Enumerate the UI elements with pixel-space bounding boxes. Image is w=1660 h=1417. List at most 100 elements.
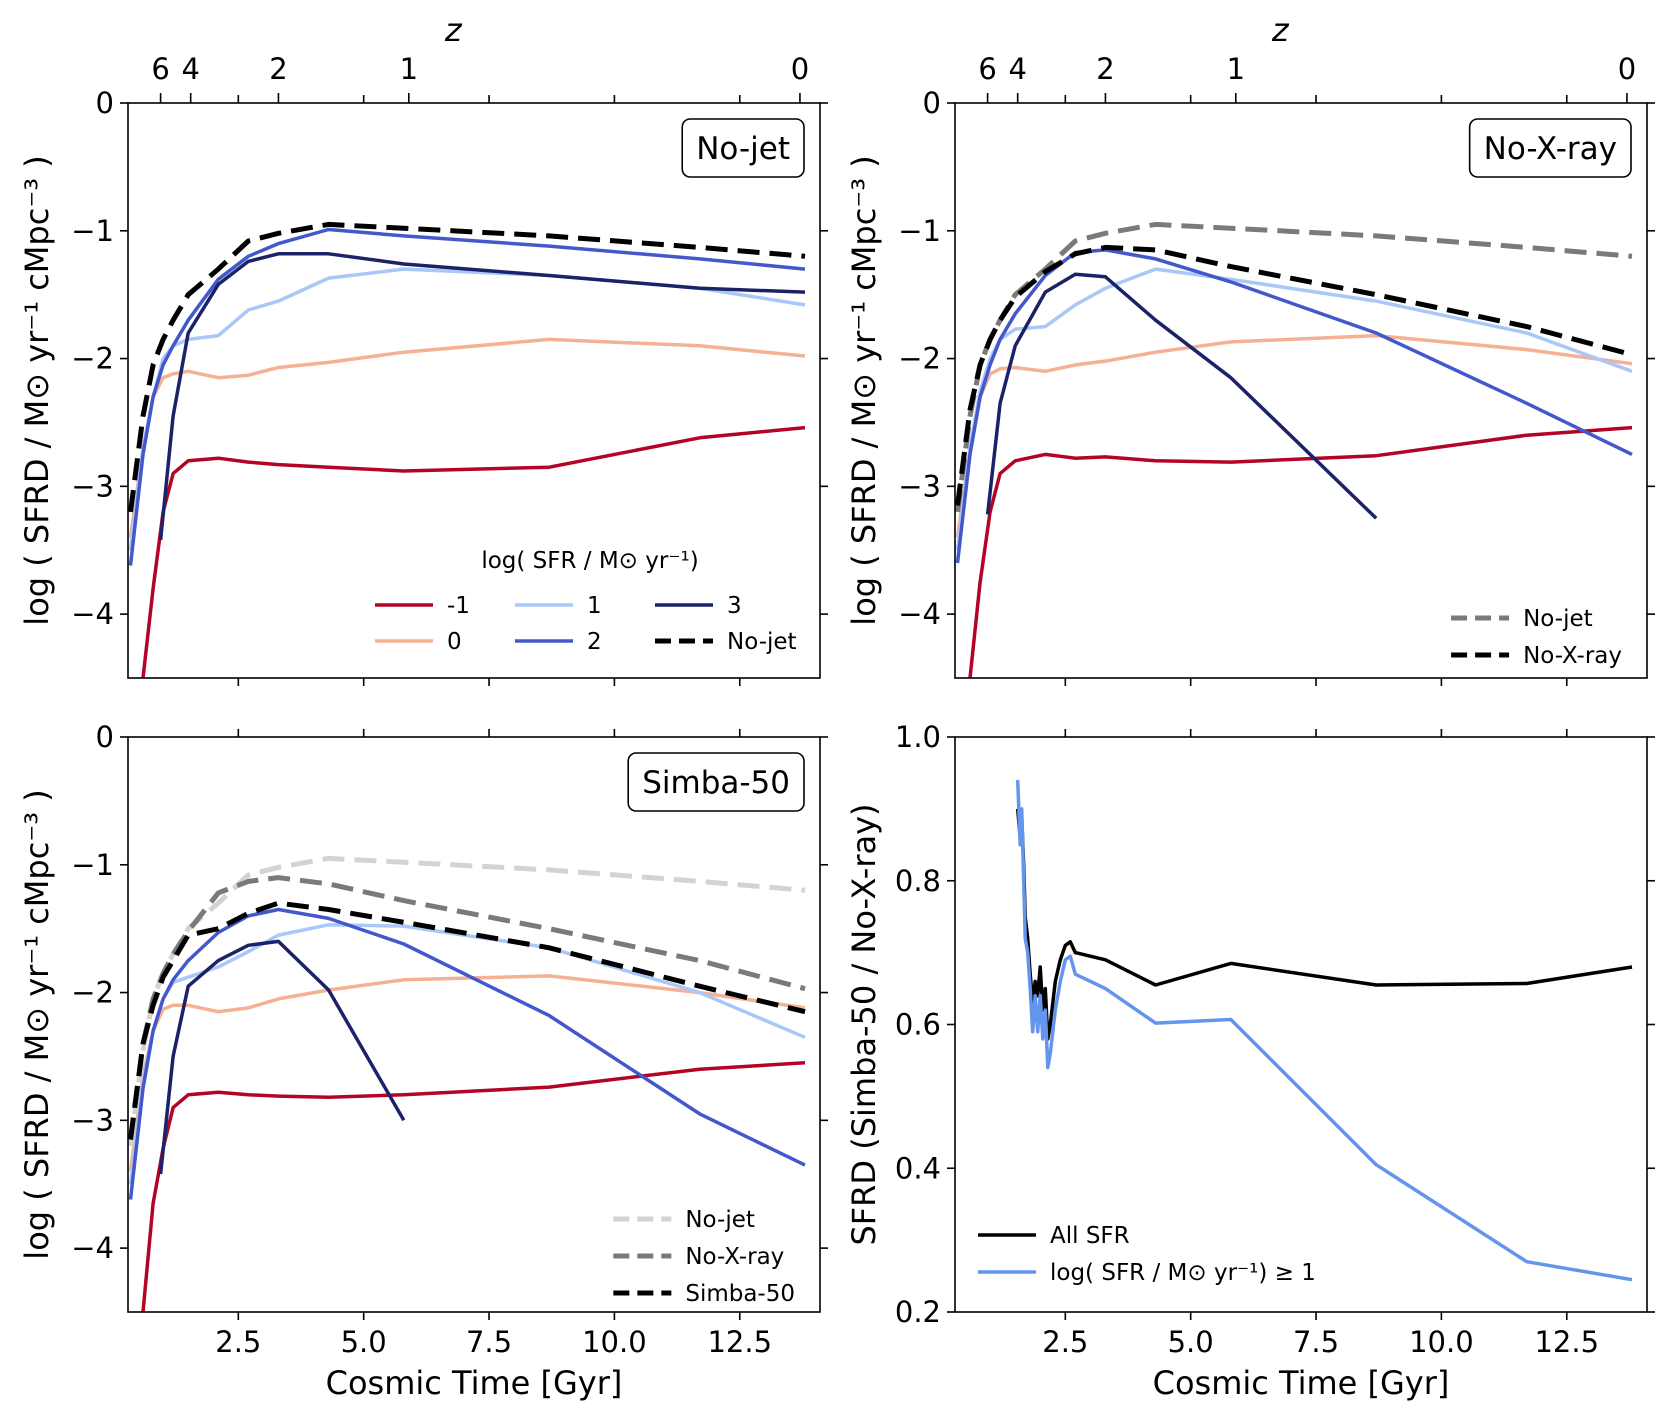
series-line-no-jet [128,855,806,1147]
series-line-2 [128,907,806,1200]
legend-label: No-jet [685,1207,755,1233]
z-tick-label: 6 [151,52,169,86]
panel-bottom-left: 0 −1 −2 −3 −4 2.5 5.0 7.5 10.0 12.5 Cosmic Time [G… [18,720,828,1402]
x-tick-label: 7.5 [466,1325,512,1359]
y-tick-label: −3 [71,469,114,503]
y-tick-label: −1 [71,848,114,882]
y-tick-label: −4 [898,597,941,631]
series-line-1 [128,923,806,1185]
panel-label: No-jet [696,131,790,167]
legend: All SFR log( SFR / M⊙ yr⁻¹) ≥ 1 [978,1223,1316,1286]
series-line-2 [128,227,806,566]
panel-label-box [1468,118,1632,178]
y-tick-label: −4 [71,1231,114,1265]
plot-frame [127,736,821,1313]
z-tick-label: 6 [978,52,996,86]
panel-top-left: 0 −1 −2 −3 −4 6 4 2 1 0 z log ( SFRD / M⊙ yr⁻¹ cMpc… [18,11,828,686]
legend: log( SFR / M⊙ yr⁻¹) -1 0 1 2 3 No-jet [375,548,797,655]
legend-label: 3 [727,593,742,619]
series-line-1 [128,267,806,551]
z-tick-label: 2 [269,52,287,86]
z-tick-label: 2 [1096,52,1114,86]
panel-bottom-right: 1.0 0.8 0.6 0.4 0.2 2.5 5.0 7.5 10.0 12.5 Cosmic T… [845,720,1655,1402]
legend-label: 2 [587,629,602,655]
z-tick-label: 0 [1618,52,1636,86]
series-group [128,855,806,1312]
x-axis-label: Cosmic Time [Gyr] [1153,1364,1450,1402]
x-axis-label: Cosmic Time [Gyr] [326,1364,623,1402]
x-tick-label: 5.0 [1168,1325,1214,1359]
y-axis-label: log ( SFRD / M⊙ yr⁻¹ cMpc⁻³ ) [845,155,883,625]
legend-label: -1 [447,593,470,619]
legend-label: No-X-ray [1523,643,1622,669]
legend-label: No-jet [727,629,797,655]
y-tick-label: 1.0 [895,720,941,754]
legend-label: No-X-ray [685,1244,784,1270]
series-group [955,221,1633,678]
series-line--1 [141,1061,806,1312]
x-tick-label: 2.5 [215,1325,261,1359]
x-tick-label: 10.0 [582,1325,647,1359]
x-tick-label: 2.5 [1042,1325,1088,1359]
series-group [1015,780,1633,1282]
series-line-1 [955,267,1633,551]
series-line-simba-50 [128,900,806,1140]
panel-label: Simba-50 [642,765,790,801]
z-axis-title: z [444,11,463,49]
x-tick-label: 5.0 [341,1325,387,1359]
series-line-no-x-ray [955,244,1633,506]
y-tick-label: −1 [898,214,941,248]
series-line-2 [955,248,1633,564]
y-tick-label: −3 [71,1103,114,1137]
y-tick-label: 0.6 [895,1008,941,1042]
x-tick-label: 7.5 [1293,1325,1339,1359]
y-tick-label: −3 [898,469,941,503]
legend-label: No-jet [1523,606,1593,632]
y-tick-label: 0 [96,86,114,120]
panel-label-box [681,118,805,178]
legend-title: log( SFR / M⊙ yr⁻¹) [481,548,698,574]
y-tick-label: −2 [898,342,941,376]
y-tick-label: 0 [96,720,114,754]
y-tick-label: −2 [71,976,114,1010]
panel-label-box [627,752,805,812]
series-line-3 [158,939,406,1175]
legend-label: All SFR [1050,1223,1130,1249]
z-tick-label: 1 [400,52,418,86]
series-line-0 [128,974,806,1172]
series-line--1 [968,425,1633,678]
y-axis-label: log ( SFRD / M⊙ yr⁻¹ cMpc⁻³ ) [18,789,56,1259]
y-tick-label: −1 [71,214,114,248]
legend: No-jet No-X-ray [1451,606,1622,669]
series-line-no-jet [955,221,1633,513]
plot-frame [127,102,821,679]
y-tick-label: 0 [923,86,941,120]
y-axis-label: log ( SFRD / M⊙ yr⁻¹ cMpc⁻³ ) [18,155,56,625]
z-tick-label: 0 [791,52,809,86]
y-tick-label: 0.4 [895,1151,941,1185]
legend: No-jet No-X-ray Simba-50 [613,1207,795,1307]
legend-label: 0 [447,629,462,655]
legend-label: 1 [587,593,602,619]
series-line-3 [158,252,806,541]
x-tick-label: 10.0 [1409,1325,1474,1359]
z-tick-label: 4 [1008,52,1026,86]
series-line-3 [985,272,1378,520]
y-tick-label: −2 [71,342,114,376]
z-tick-label: 1 [1227,52,1245,86]
series-group [128,221,806,678]
y-tick-label: 0.8 [895,864,941,898]
legend-label: log( SFR / M⊙ yr⁻¹) ≥ 1 [1050,1260,1316,1286]
panel-top-right: 0 −1 −2 −3 −4 6 4 2 1 0 z log ( SFRD / M⊙ yr⁻¹ cMpc… [845,11,1655,686]
plot-frame [954,102,1648,679]
y-tick-label: 0.2 [895,1295,941,1329]
z-axis-title: z [1271,11,1290,49]
series-line-no-jet [128,221,806,513]
series-line-log-sfr-m-yr-1 [1015,780,1633,1282]
series-line-all-sfr [1015,808,1633,1041]
x-tick-label: 12.5 [707,1325,772,1359]
y-tick-label: −4 [71,597,114,631]
z-tick-label: 4 [181,52,199,86]
